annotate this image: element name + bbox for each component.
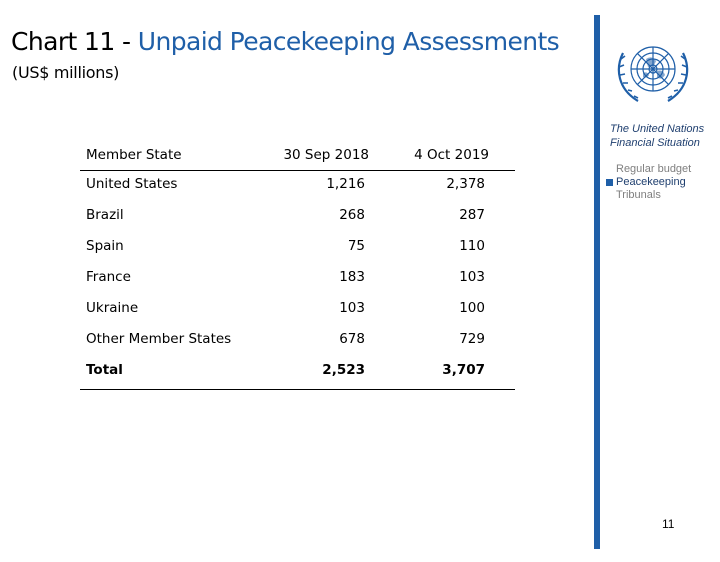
sidebar-title: The United Nations Financial Situation bbox=[610, 123, 705, 149]
table-row: United States 1,216 2,378 bbox=[80, 171, 515, 202]
total-label: Total bbox=[86, 362, 123, 378]
row-member-state: United States bbox=[86, 176, 178, 192]
row-member-state: Other Member States bbox=[86, 331, 232, 347]
table-row: France 183 103 bbox=[80, 264, 515, 295]
row-value-2018: 75 bbox=[347, 238, 365, 254]
assessments-table: Member State 30 Sep 2018 4 Oct 2019 Unit… bbox=[80, 143, 515, 390]
sidebar-divider bbox=[594, 15, 600, 549]
row-member-state: Ukraine bbox=[86, 300, 139, 316]
row-value-2018: 103 bbox=[339, 300, 365, 316]
page-title: Chart 11 - Unpaid Peacekeeping Assessmen… bbox=[11, 26, 560, 58]
row-value-2019: 103 bbox=[459, 269, 485, 285]
table-row: Other Member States 678 729 bbox=[80, 326, 515, 357]
table-row: Ukraine 103 100 bbox=[80, 295, 515, 326]
row-value-2019: 287 bbox=[459, 207, 485, 223]
nav-item-regular-budget[interactable]: Regular budget bbox=[616, 163, 692, 175]
un-emblem-icon bbox=[617, 46, 689, 102]
row-member-state: Spain bbox=[86, 238, 124, 254]
column-header-2019: 4 Oct 2019 bbox=[414, 147, 489, 163]
table-row: Brazil 268 287 bbox=[80, 202, 515, 233]
row-value-2019: 729 bbox=[459, 331, 485, 347]
row-value-2018: 678 bbox=[339, 331, 365, 347]
page-subtitle: (US$ millions) bbox=[12, 63, 120, 82]
page-number: 11 bbox=[662, 517, 675, 531]
title-accent: Unpaid Peacekeeping Assessments bbox=[137, 27, 560, 56]
row-member-state: France bbox=[86, 269, 131, 285]
table-row: Spain 75 110 bbox=[80, 233, 515, 264]
nav-item-peacekeeping[interactable]: Peacekeeping bbox=[606, 176, 691, 189]
row-member-state: Brazil bbox=[86, 207, 124, 223]
row-value-2018: 268 bbox=[339, 207, 365, 223]
row-value-2019: 2,378 bbox=[446, 176, 485, 192]
row-value-2019: 110 bbox=[459, 238, 485, 254]
total-value-2018: 2,523 bbox=[322, 362, 365, 378]
row-value-2018: 1,216 bbox=[326, 176, 365, 192]
section-nav: Regular budget Peacekeeping Tribunals bbox=[606, 163, 691, 202]
nav-item-tribunals[interactable]: Tribunals bbox=[616, 189, 661, 201]
row-value-2018: 183 bbox=[339, 269, 365, 285]
column-header-member-state: Member State bbox=[86, 147, 182, 163]
total-value-2019: 3,707 bbox=[442, 362, 485, 378]
row-value-2019: 100 bbox=[459, 300, 485, 316]
table-total-row: Total 2,523 3,707 bbox=[80, 357, 515, 390]
title-prefix: Chart 11 - bbox=[11, 27, 138, 56]
column-header-2018: 30 Sep 2018 bbox=[283, 147, 369, 163]
table-header-row: Member State 30 Sep 2018 4 Oct 2019 bbox=[80, 143, 515, 171]
